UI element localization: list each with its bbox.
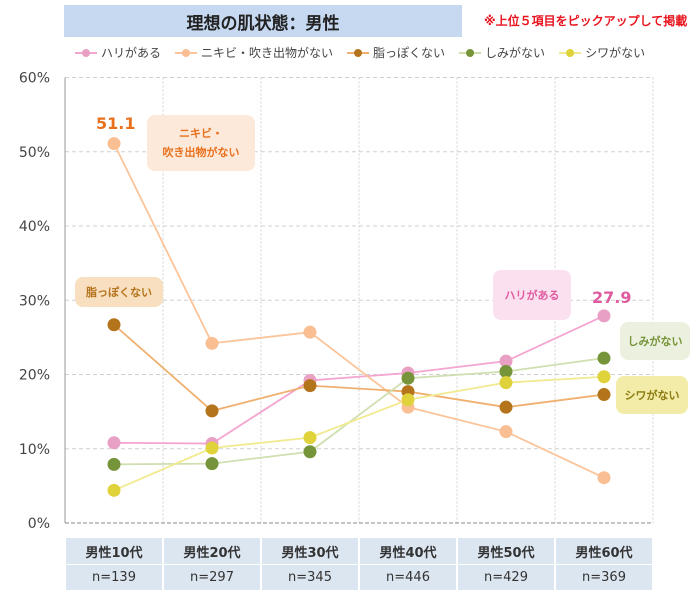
data-point bbox=[303, 325, 317, 339]
data-point bbox=[597, 388, 611, 402]
note-text: ※上位５項目をピックアップして掲載 bbox=[484, 14, 688, 28]
data-point bbox=[597, 370, 611, 384]
data-point bbox=[205, 441, 219, 455]
series-line bbox=[113, 324, 605, 412]
x-category-label: 男性60代 bbox=[556, 538, 652, 564]
value-label: 51.1 bbox=[96, 114, 136, 133]
data-point bbox=[597, 471, 611, 485]
y-tick-label: 20% bbox=[19, 368, 50, 384]
y-tick-label: 30% bbox=[19, 293, 50, 309]
data-point bbox=[401, 371, 415, 385]
data-point bbox=[107, 436, 121, 450]
data-point bbox=[107, 457, 121, 471]
legend-label: 脂っぽくない bbox=[373, 45, 445, 60]
series-line bbox=[113, 143, 605, 479]
y-tick-label: 50% bbox=[19, 145, 50, 161]
data-point bbox=[107, 318, 121, 332]
y-tick-label: 40% bbox=[19, 219, 50, 235]
legend-marker bbox=[82, 49, 90, 57]
data-point bbox=[499, 425, 513, 439]
series-line bbox=[113, 315, 605, 445]
legend-marker bbox=[566, 49, 575, 57]
series-callout: シワがない bbox=[616, 376, 688, 414]
data-point bbox=[107, 137, 121, 151]
x-category-label: 男性50代 bbox=[458, 538, 554, 564]
data-point bbox=[303, 431, 317, 445]
data-point bbox=[499, 365, 513, 379]
chart-title: 理想の肌状態：男性 bbox=[64, 5, 462, 37]
x-category-label: 男性30代 bbox=[262, 538, 358, 564]
data-point bbox=[303, 445, 317, 459]
legend-marker bbox=[354, 49, 363, 57]
data-point bbox=[205, 457, 219, 471]
data-point bbox=[499, 376, 513, 390]
series-line bbox=[113, 375, 605, 492]
legend-marker bbox=[466, 49, 475, 57]
sample-size-label: n=297 bbox=[164, 565, 260, 590]
legend-label: しみがない bbox=[485, 45, 545, 60]
series-line bbox=[113, 357, 605, 466]
series-callout: ニキビ・ 吹き出物がない bbox=[147, 115, 255, 171]
x-category-label: 男性40代 bbox=[360, 538, 456, 564]
y-tick-label: 60% bbox=[19, 71, 50, 87]
data-point bbox=[303, 379, 317, 393]
sample-size-label: n=429 bbox=[458, 565, 554, 590]
y-tick-label: 0% bbox=[28, 516, 50, 532]
legend-label: シワがない bbox=[585, 45, 645, 60]
data-point bbox=[499, 354, 513, 368]
sample-size-label: n=345 bbox=[262, 565, 358, 590]
series-callout: しみがない bbox=[620, 322, 690, 360]
sample-size-label: n=446 bbox=[360, 565, 456, 590]
data-point bbox=[205, 336, 219, 350]
series-callout: ハリがある bbox=[493, 270, 571, 320]
sample-size-label: n=139 bbox=[66, 565, 162, 590]
value-label: 27.9 bbox=[592, 288, 632, 307]
data-point bbox=[597, 309, 611, 323]
y-tick-label: 10% bbox=[19, 442, 50, 458]
x-category-label: 男性10代 bbox=[66, 538, 162, 564]
data-point bbox=[499, 400, 513, 414]
data-point bbox=[205, 404, 219, 418]
series-callout: 脂っぽくない bbox=[75, 277, 163, 307]
sample-size-label: n=369 bbox=[556, 565, 652, 590]
x-category-label: 男性20代 bbox=[164, 538, 260, 564]
data-point bbox=[597, 351, 611, 365]
legend-label: ニキビ・吹き出物がない bbox=[201, 45, 333, 60]
data-point bbox=[401, 393, 415, 407]
legend-marker bbox=[182, 49, 191, 57]
legend-label: ハリがある bbox=[101, 45, 161, 60]
data-point bbox=[107, 483, 121, 497]
